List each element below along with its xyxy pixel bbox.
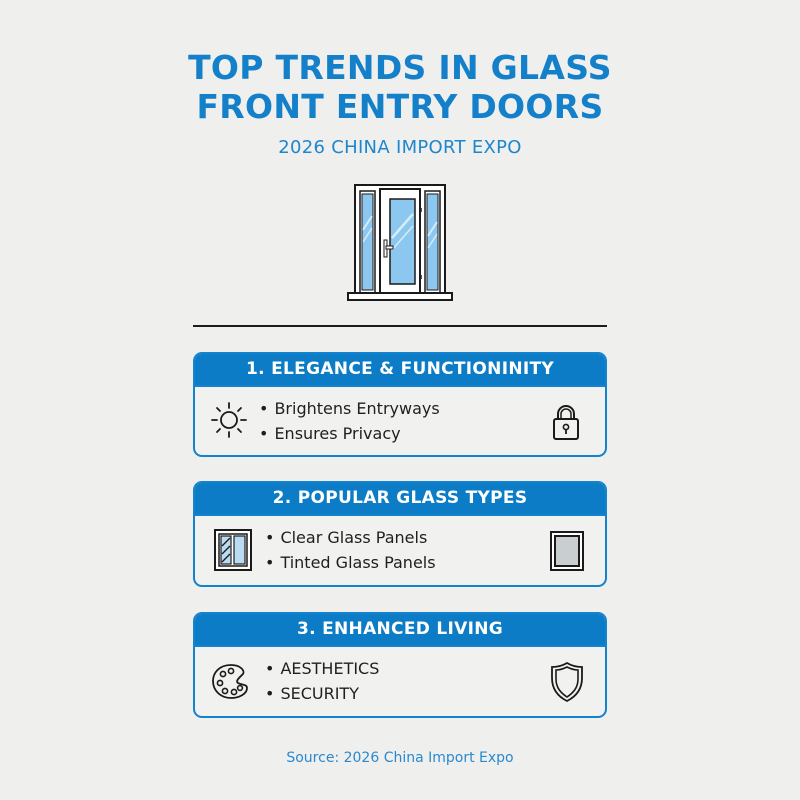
title-line-2: FRONT ENTRY DOORS bbox=[196, 87, 604, 126]
glass-entry-door-icon bbox=[347, 184, 453, 301]
bullet-item: Brightens Entryways bbox=[259, 396, 439, 421]
padlock-icon bbox=[553, 405, 579, 440]
bullet-list: Brightens Entryways Ensures Privacy bbox=[259, 396, 440, 446]
card-title: 2. POPULAR GLASS TYPES bbox=[195, 483, 605, 516]
bullet-item: SECURITY bbox=[265, 681, 379, 706]
bullet-item: Ensures Privacy bbox=[259, 421, 440, 446]
title-line-1: TOP TRENDS IN GLASS bbox=[188, 48, 612, 87]
bullet-list: AESTHETICS SECURITY bbox=[265, 656, 379, 706]
section-divider bbox=[193, 325, 607, 327]
sun-icon bbox=[211, 402, 247, 438]
page-title: TOP TRENDS IN GLASS FRONT ENTRY DOORS bbox=[0, 48, 800, 126]
trend-card-glass-types: 2. POPULAR GLASS TYPES Clear Glass Panel… bbox=[193, 481, 607, 587]
trend-card-elegance: 1. ELEGANCE & FUNCTIONINITY Brightens En… bbox=[193, 352, 607, 457]
paint-palette-icon bbox=[212, 664, 248, 699]
source-citation: Source: 2026 China Import Expo bbox=[286, 750, 514, 766]
trend-card-enhanced-living: 3. ENHANCED LIVING AESTHETICS SECURITY bbox=[193, 612, 607, 718]
tinted-glass-panel-icon bbox=[550, 531, 584, 571]
card-title: 1. ELEGANCE & FUNCTIONINITY bbox=[195, 354, 605, 387]
shield-icon bbox=[551, 661, 583, 703]
card-title: 3. ENHANCED LIVING bbox=[195, 614, 605, 647]
page-subtitle: 2026 CHINA IMPORT EXPO bbox=[278, 137, 522, 158]
bullet-item: Tinted Glass Panels bbox=[265, 550, 435, 575]
bullet-item: AESTHETICS bbox=[265, 656, 379, 681]
clear-glass-window-icon bbox=[214, 529, 252, 571]
bullet-list: Clear Glass Panels Tinted Glass Panels bbox=[265, 525, 436, 575]
bullet-item: Clear Glass Panels bbox=[265, 525, 436, 550]
